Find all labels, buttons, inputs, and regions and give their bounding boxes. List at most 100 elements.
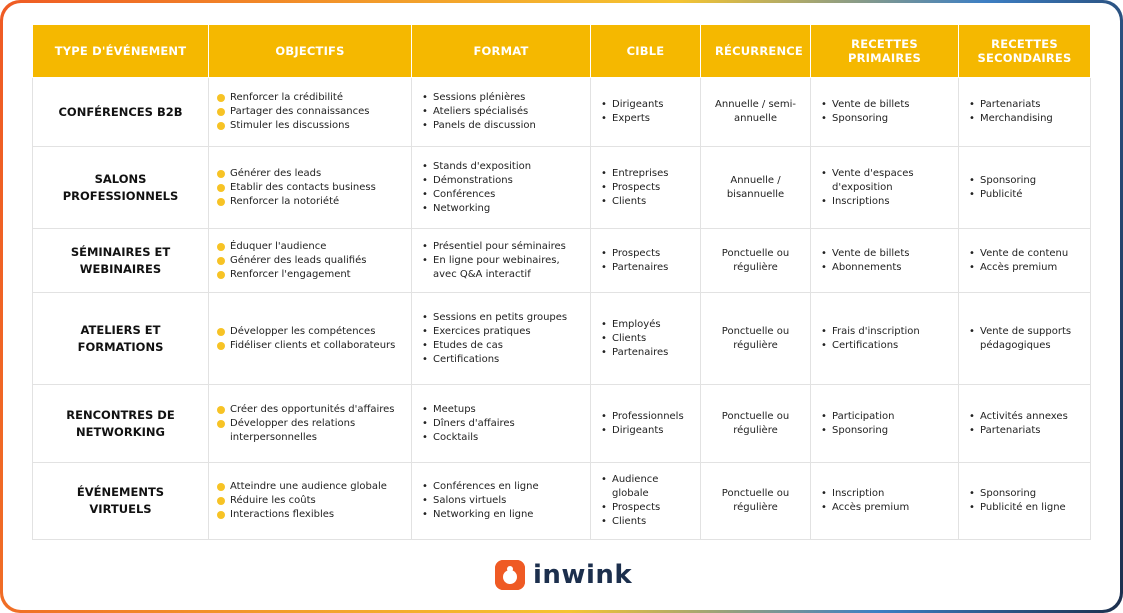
item-text: Employés xyxy=(612,318,661,330)
item-text: Accès premium xyxy=(832,502,910,513)
bullet-icon xyxy=(217,497,225,505)
bullet-list: Conférences en ligne Salons virtuels Netwo… xyxy=(420,480,582,522)
format-cell: Présentiel pour séminaires En ligne pour … xyxy=(411,228,591,293)
list-item: Accès premium xyxy=(819,501,950,515)
item-text: Inscription xyxy=(832,488,885,499)
item-text: Vente de billets xyxy=(832,99,910,110)
list-item: Prospects xyxy=(599,247,692,261)
item-text: Publicité xyxy=(980,188,1023,200)
list-item: Experts xyxy=(599,112,692,126)
header-cell: RECETTES SECONDAIRES xyxy=(958,24,1091,78)
item-text: Abonnements xyxy=(832,261,902,273)
audience-cell: Professionnels Dirigeants xyxy=(590,384,701,463)
list-item: Audience globale xyxy=(599,473,692,501)
bullet-list: Vente d'espaces d'exposition Inscriptions xyxy=(819,167,950,209)
item-text: En ligne pour webinaires, avec Q&A inter… xyxy=(433,254,560,280)
bullet-list: Renforcer la crédibilité Partager des con… xyxy=(217,91,403,133)
list-item: Vente de contenu xyxy=(967,247,1082,261)
event-type: RENCONTRES DE NETWORKING xyxy=(32,384,209,463)
item-text: Partenaires xyxy=(612,261,669,273)
header-cell: CIBLE xyxy=(590,24,701,78)
item-text: Entreprises xyxy=(612,167,669,179)
bullet-list: Sessions plénières Ateliers spécialisés Pa… xyxy=(420,91,582,133)
event-type: SALONS PROFESSIONNELS xyxy=(32,146,209,229)
list-item: Abonnements xyxy=(819,261,950,275)
item-text: Professionnels xyxy=(612,410,684,422)
list-item: Entreprises xyxy=(599,167,692,181)
header-cell: RECETTES PRIMAIRES xyxy=(810,24,959,78)
list-item: Inscription xyxy=(819,487,950,501)
list-item: Dirigeants xyxy=(599,98,692,112)
list-item: Sponsoring xyxy=(819,424,950,438)
item-text: Réduire les coûts xyxy=(230,495,316,506)
bullet-list: Frais d'inscription Certifications xyxy=(819,325,950,353)
list-item: Sponsoring xyxy=(967,487,1082,501)
list-item: Etudes de cas xyxy=(420,339,582,353)
list-item: Éduquer l'audience xyxy=(217,240,403,254)
list-item: Participation xyxy=(819,410,950,424)
list-item: Meetups xyxy=(420,403,582,417)
list-item: Prospects xyxy=(599,501,692,515)
bullet-icon xyxy=(217,122,225,130)
bullet-icon xyxy=(217,242,225,251)
list-item: Networking xyxy=(420,202,582,216)
item-text: Fidéliser clients et collaborateurs xyxy=(230,339,396,351)
primary-revenue-cell: Inscription Accès premium xyxy=(810,462,959,540)
list-item: Fidéliser clients et collaborateurs xyxy=(217,339,403,353)
item-text: Vente de supports pédagogiques xyxy=(980,325,1072,351)
bullet-icon xyxy=(217,108,225,116)
header-row: TYPE D'ÉVÉNEMENT OBJECTIFS FORMAT CIBLE RÉCU… xyxy=(32,24,1091,78)
list-item: Publicité en ligne xyxy=(967,501,1082,515)
bullet-icon xyxy=(217,270,225,279)
list-item: Partenariats xyxy=(967,424,1082,438)
bullet-list: Partenariats Merchandising xyxy=(967,98,1082,126)
table-row: SÉMINAIRES ET WEBINAIRES Éduquer l'audien… xyxy=(32,228,1091,293)
table-body: CONFÉRENCES B2B Renforcer la crédibilité P… xyxy=(32,77,1091,540)
list-item: Clients xyxy=(599,332,692,346)
item-text: Prospects xyxy=(612,247,661,259)
list-item: Etablir des contacts business xyxy=(217,181,403,195)
list-item: Atteindre une audience globale xyxy=(217,480,403,494)
list-item: Publicité xyxy=(967,188,1082,202)
item-text: Publicité en ligne xyxy=(980,502,1066,513)
bullet-list: Sponsoring Publicité en ligne xyxy=(967,487,1082,515)
format-cell: Conférences en ligne Salons virtuels Netwo… xyxy=(411,462,591,540)
item-text: Vente de contenu xyxy=(980,247,1069,259)
bullet-icon xyxy=(217,327,225,336)
header-cell: RÉCURRENCE xyxy=(700,24,811,78)
list-item: Présentiel pour séminaires xyxy=(420,240,582,254)
bullet-icon xyxy=(217,405,225,414)
item-text: Meetups xyxy=(433,403,476,415)
bullet-icon xyxy=(217,511,225,519)
bullet-list: Employés Clients Partenaires xyxy=(599,318,692,360)
list-item: Stands d'exposition xyxy=(420,160,582,174)
recurrence-cell: Annuelle / bisannuelle xyxy=(700,146,811,229)
header-cell: OBJECTIFS xyxy=(208,24,412,78)
bullet-icon xyxy=(217,183,225,192)
item-text: Atteindre une audience globale xyxy=(230,481,387,492)
item-text: Démonstrations xyxy=(433,174,513,186)
list-item: Dîners d'affaires xyxy=(420,417,582,431)
list-item: Interactions flexibles xyxy=(217,508,403,522)
list-item: Ateliers spécialisés xyxy=(420,105,582,119)
header-cell: FORMAT xyxy=(411,24,591,78)
item-text: Stimuler les discussions xyxy=(230,120,350,131)
objectives-cell: Renforcer la crédibilité Partager des con… xyxy=(208,77,412,147)
list-item: Certifications xyxy=(819,339,950,353)
item-text: Merchandising xyxy=(980,113,1053,124)
list-item: Sponsoring xyxy=(967,174,1082,188)
bullet-list: Sessions en petits groupes Exercices prat… xyxy=(420,311,582,367)
item-text: Sponsoring xyxy=(980,174,1037,186)
list-item: Conférences xyxy=(420,188,582,202)
item-text: Sessions en petits groupes xyxy=(433,311,568,323)
item-text: Audience globale xyxy=(612,474,659,499)
secondary-revenue-cell: Sponsoring Publicité en ligne xyxy=(958,462,1091,540)
logo-icon xyxy=(495,560,525,590)
format-cell: Meetups Dîners d'affaires Cocktails xyxy=(411,384,591,463)
table-row: CONFÉRENCES B2B Renforcer la crédibilité P… xyxy=(32,77,1091,147)
bullet-list: Vente de supports pédagogiques xyxy=(967,325,1082,353)
item-text: Clients xyxy=(612,332,647,344)
item-text: Prospects xyxy=(612,502,661,513)
list-item: Exercices pratiques xyxy=(420,325,582,339)
list-item: Démonstrations xyxy=(420,174,582,188)
